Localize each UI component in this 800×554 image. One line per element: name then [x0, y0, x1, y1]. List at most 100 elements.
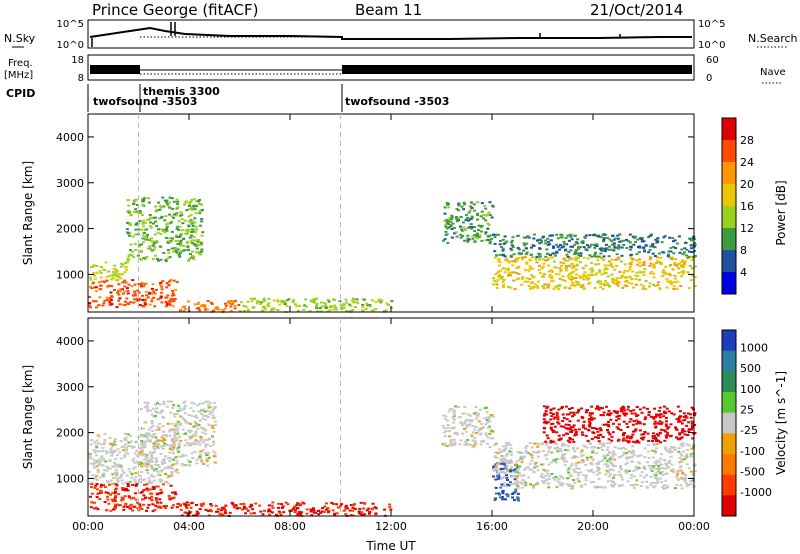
data-cell: [165, 405, 169, 408]
data-cell: [666, 486, 670, 489]
data-cell: [196, 427, 200, 430]
data-cell: [113, 440, 117, 443]
data-cell: [634, 465, 638, 468]
data-cell: [606, 442, 610, 445]
data-cell: [104, 261, 108, 264]
data-cell: [483, 204, 487, 207]
data-cell: [176, 432, 180, 435]
data-cell: [169, 297, 173, 300]
data-cell: [136, 507, 140, 510]
cpid-label: CPID: [6, 87, 35, 100]
data-cell: [158, 283, 162, 286]
data-cell: [555, 443, 558, 445]
data-cell: [511, 236, 515, 239]
data-cell: [606, 284, 610, 287]
data-cell: [554, 285, 558, 288]
data-cell: [511, 496, 515, 499]
data-cell: [286, 298, 290, 301]
data-cell: [179, 424, 182, 426]
data-cell: [579, 252, 583, 255]
data-cell: [296, 502, 300, 505]
data-cell: [181, 306, 185, 309]
data-cell: [542, 414, 546, 417]
data-cell: [170, 422, 174, 425]
data-cell: [615, 258, 619, 261]
data-cell: [190, 222, 194, 225]
data-cell: [622, 412, 626, 415]
data-cell: [277, 510, 281, 513]
data-cell: [200, 248, 204, 251]
data-cell: [153, 415, 157, 417]
data-cell: [142, 305, 146, 308]
data-cell: [648, 249, 652, 251]
data-cell: [192, 198, 196, 201]
data-cell: [139, 461, 143, 464]
data-cell: [550, 275, 554, 278]
data-cell: [195, 251, 198, 254]
data-cell: [187, 464, 191, 467]
data-cell: [316, 510, 320, 512]
data-cell: [513, 468, 517, 471]
data-cell: [154, 504, 158, 507]
data-cell: [499, 239, 502, 242]
data-cell: [566, 469, 570, 472]
data-cell: [624, 469, 628, 472]
data-cell: [631, 235, 635, 238]
data-cell: [462, 208, 466, 211]
data-cell: [88, 470, 92, 473]
data-cell: [139, 434, 143, 437]
data-cell: [599, 283, 603, 286]
data-cell: [547, 445, 551, 448]
data-cell: [681, 266, 685, 269]
data-cell: [569, 411, 573, 414]
data-cell: [155, 407, 159, 410]
data-cell: [124, 503, 128, 506]
data-cell: [657, 467, 661, 470]
data-cell: [209, 411, 212, 413]
data-cell: [515, 479, 519, 482]
data-cell: [125, 448, 129, 451]
data-cell: [503, 449, 507, 452]
data-cell: [113, 497, 117, 500]
data-cell: [224, 302, 227, 305]
data-cell: [506, 461, 510, 464]
data-cell: [571, 281, 574, 284]
data-cell: [161, 425, 165, 428]
data-cell: [150, 453, 154, 456]
data-cell: [142, 427, 146, 430]
data-cell: [516, 451, 520, 454]
data-cell: [549, 411, 553, 414]
data-cell: [190, 401, 194, 404]
data-cell: [157, 428, 161, 431]
data-cell: [504, 485, 508, 488]
data-cell: [605, 268, 609, 271]
data-cell: [581, 286, 585, 289]
data-cell: [612, 238, 616, 241]
data-cell: [150, 413, 154, 416]
data-cell: [503, 255, 507, 258]
data-cell: [673, 487, 677, 490]
colorbar-tick-label: 20: [740, 178, 754, 191]
data-cell: [146, 247, 150, 250]
data-cell: [179, 415, 183, 418]
data-cell: [164, 473, 168, 476]
data-cell: [555, 486, 559, 489]
data-cell: [145, 466, 149, 469]
data-cell: [638, 270, 642, 273]
data-cell: [578, 275, 582, 278]
data-cell: [146, 471, 150, 474]
data-cell: [212, 407, 216, 410]
data-cell: [624, 447, 628, 450]
data-cell: [102, 443, 106, 446]
data-cell: [159, 480, 163, 483]
data-cell: [353, 503, 357, 506]
data-cell: [194, 415, 197, 418]
data-cell: [242, 505, 246, 508]
data-cell: [674, 258, 677, 261]
data-cell: [596, 434, 600, 437]
data-cell: [526, 280, 530, 283]
data-cell: [606, 423, 610, 426]
data-cell: [204, 429, 208, 432]
data-cell: [189, 214, 193, 217]
